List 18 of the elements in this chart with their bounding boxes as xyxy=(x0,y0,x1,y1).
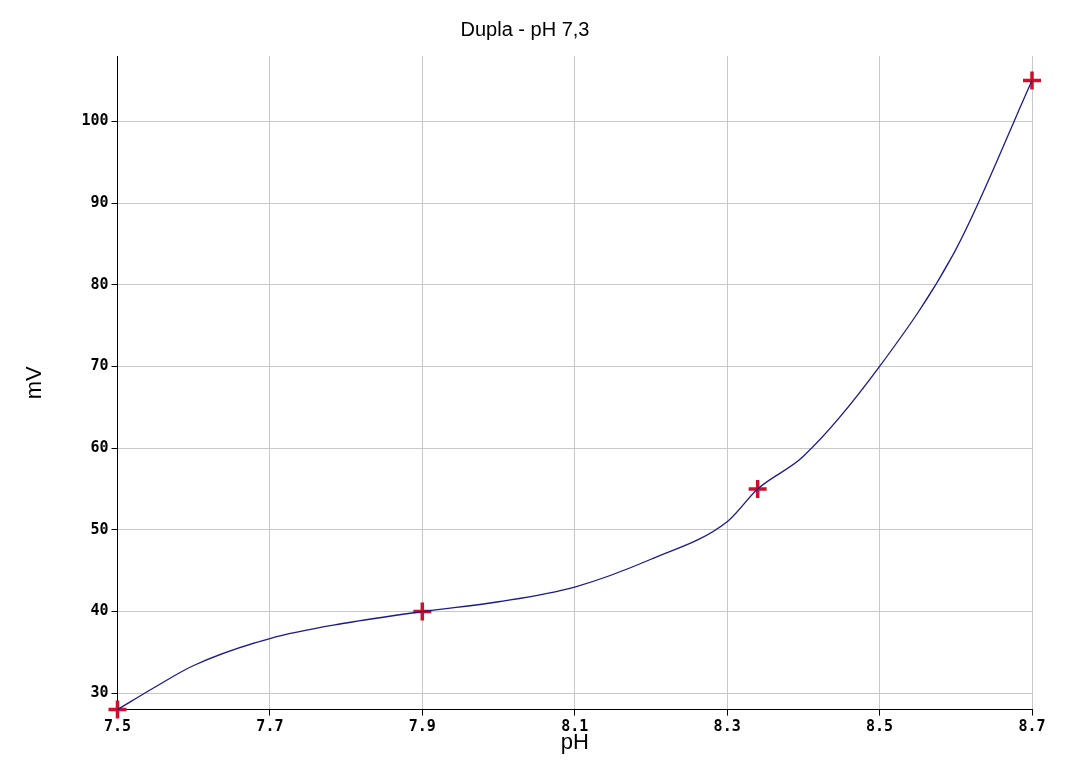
y-tick-label: 60 xyxy=(90,438,109,457)
x-tick-label: 8.3 xyxy=(713,717,741,736)
y-tick-label: 30 xyxy=(90,683,109,702)
chart-title: Dupla - pH 7,3 xyxy=(460,17,590,40)
x-tick-label: 7.9 xyxy=(408,717,436,736)
y-tick-label: 90 xyxy=(90,192,109,211)
y-tick-label: 50 xyxy=(90,519,109,538)
point xyxy=(106,698,129,721)
y-tick-label: 40 xyxy=(90,601,109,620)
x-tick-label: 8.7 xyxy=(1018,717,1046,736)
point xyxy=(1021,69,1043,92)
y-axis-title: mV xyxy=(21,365,47,400)
x-tick-label: 7.7 xyxy=(256,717,284,736)
y-tick-label: 80 xyxy=(90,274,109,293)
x-tick-label: 8.5 xyxy=(866,717,894,736)
y-tick-label: 70 xyxy=(90,356,109,375)
y-tick-label: 100 xyxy=(81,111,109,130)
x-tick-label: 7.5 xyxy=(103,717,132,736)
